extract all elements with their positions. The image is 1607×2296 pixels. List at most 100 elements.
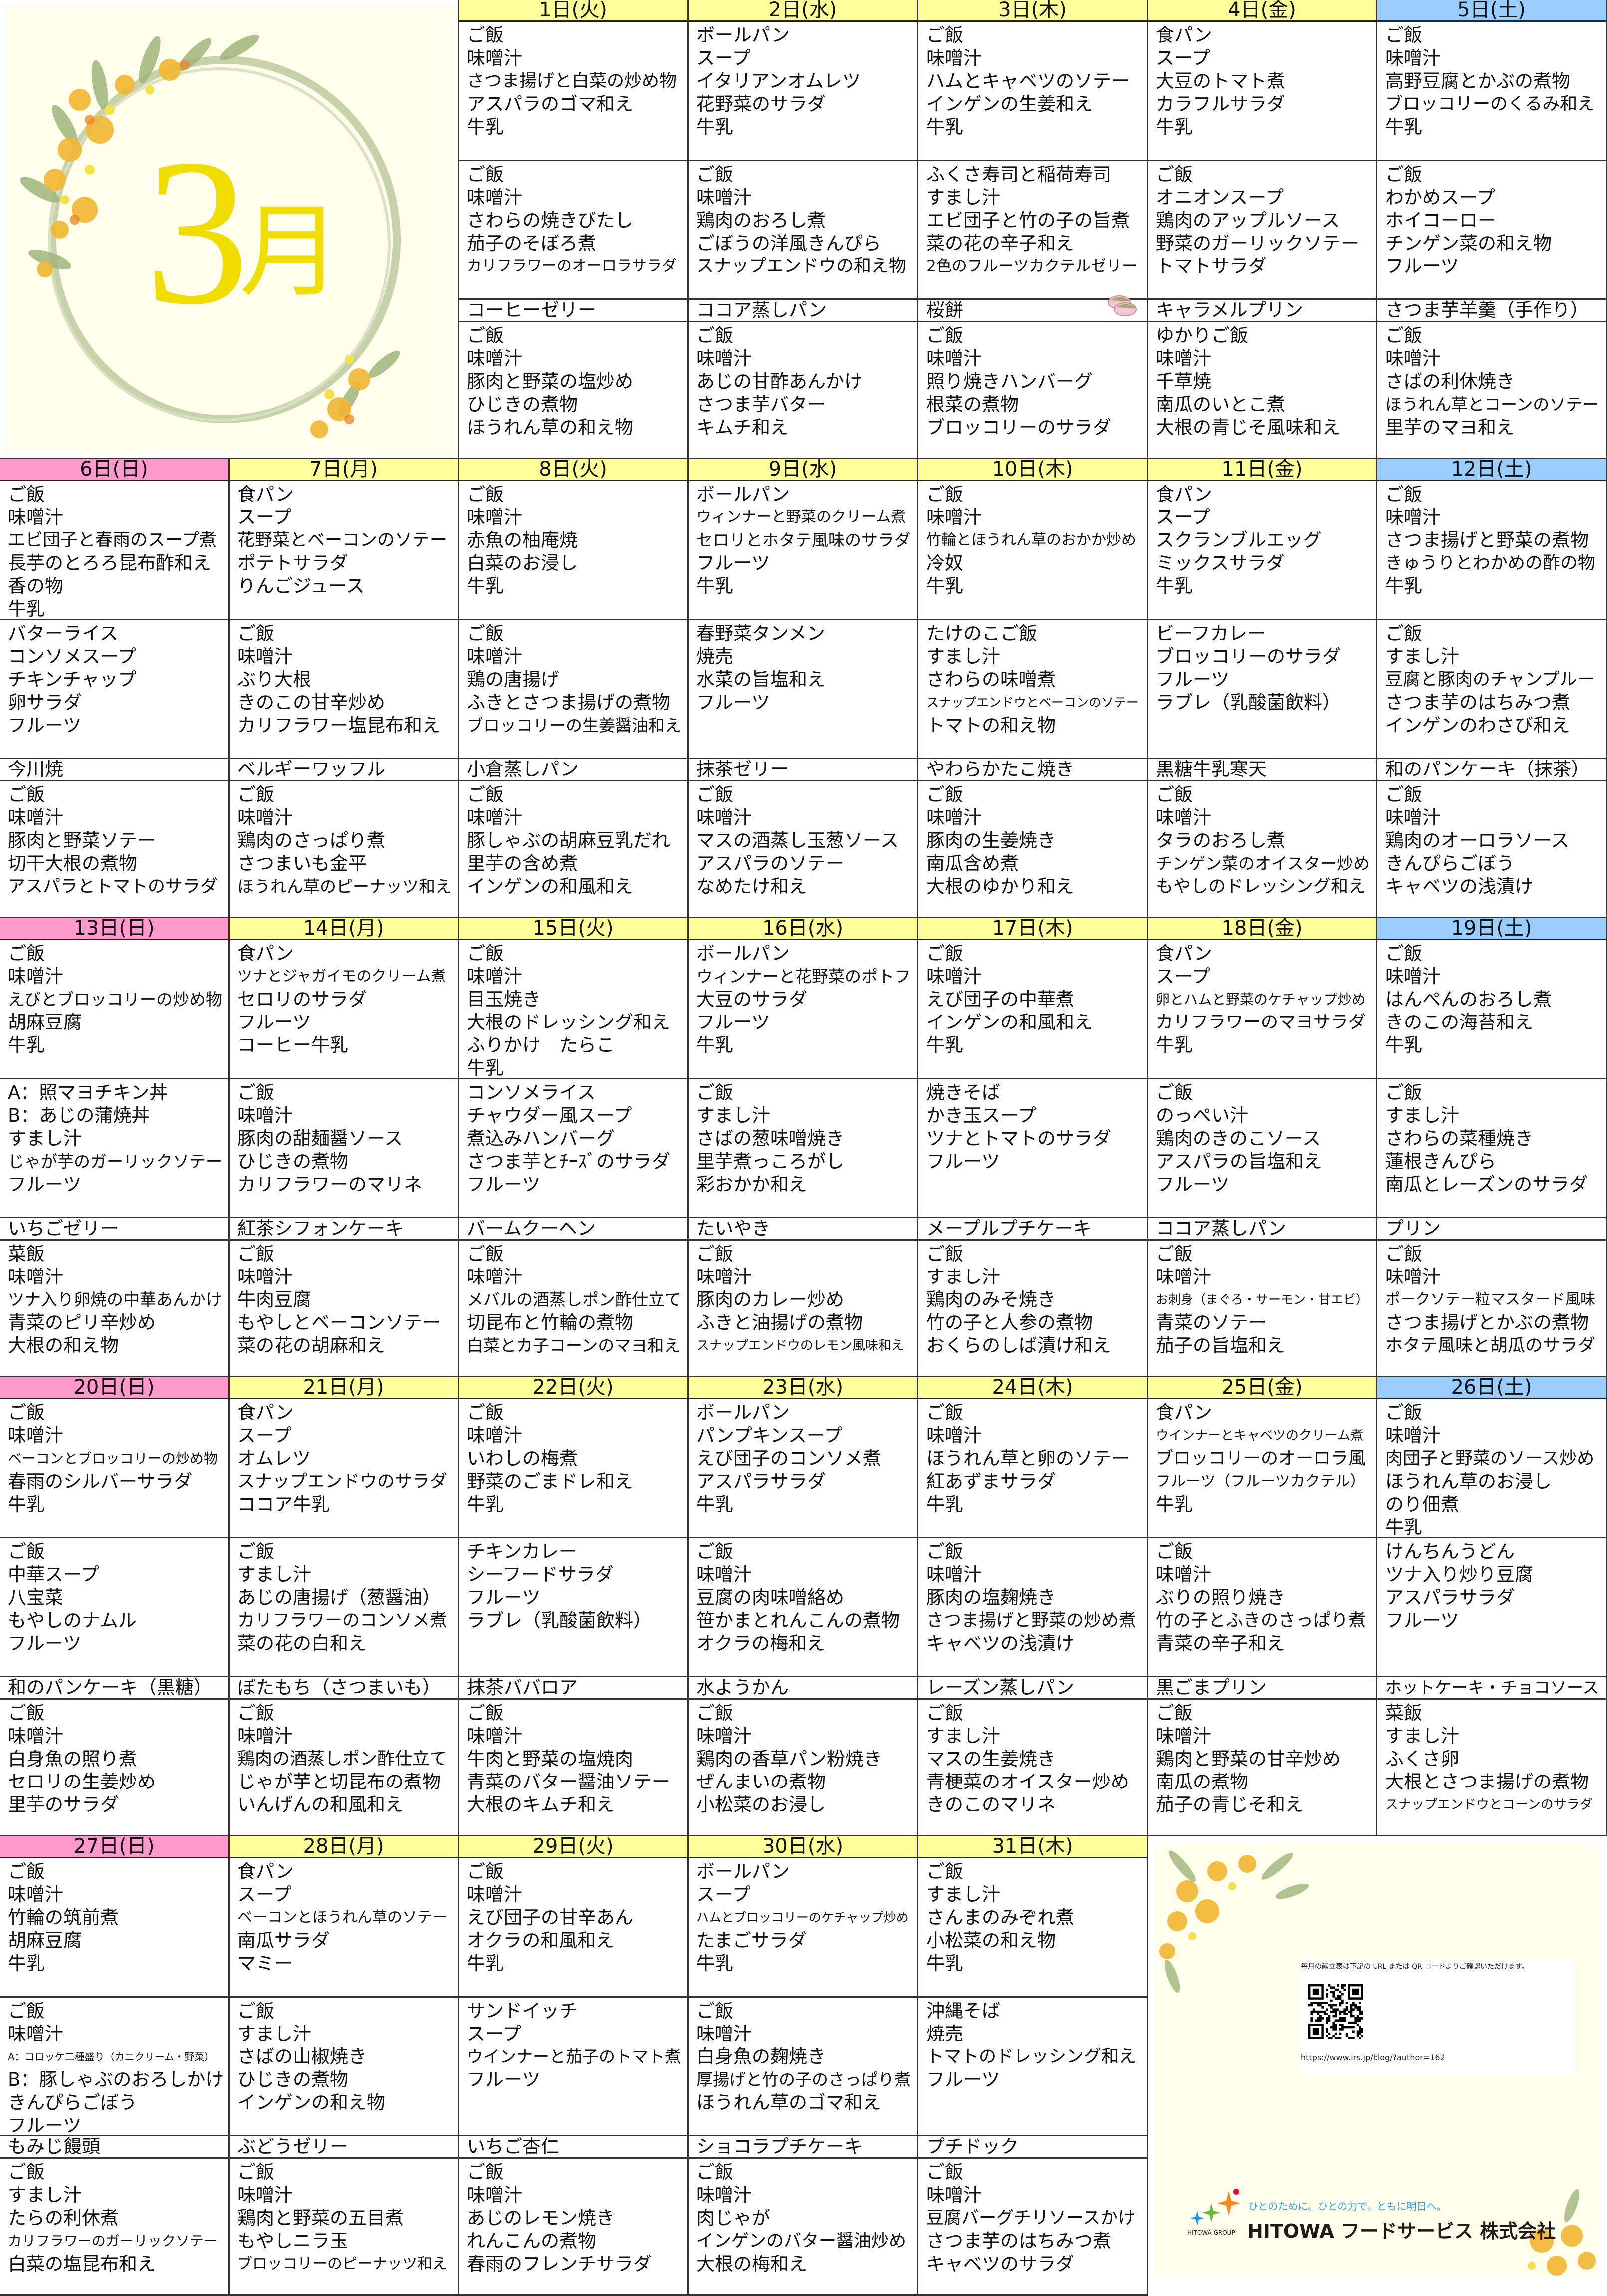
snack-item: いちご杏仁 bbox=[467, 2136, 559, 2157]
menu-item: 菜の花の辛子和え bbox=[926, 233, 1074, 254]
menu-item: 味噌汁 bbox=[8, 1725, 63, 1747]
meal-block-3: ご飯 味噌汁 さばの利休焼き ほうれん草とコーンのソテー 里芋のマヨ和え bbox=[1377, 322, 1607, 459]
meal-block-1: ご飯 味噌汁 竹輪とほうれん草のおかか炒め 冷奴 牛乳 bbox=[918, 481, 1148, 620]
menu-item: ご飯 bbox=[467, 1702, 504, 1724]
menu-item: 食パン bbox=[237, 484, 294, 505]
meal-block-3: ご飯 味噌汁 マスの酒蒸し玉葱ソース アスパラのソテー なめたけ和え bbox=[689, 781, 918, 918]
meal-block-2: ご飯 味噌汁 ぶりの照り焼き 竹の子とふきのさっぱり煮 青菜の辛子和え bbox=[1148, 1538, 1377, 1677]
menu-item: フルーツ bbox=[237, 1012, 311, 1033]
menu-item: ほうれん草のお浸し bbox=[1385, 1471, 1552, 1492]
meal-block-2: チキンカレー シーフードサラダ フルーツ ラブレ（乳酸菌飲料） bbox=[459, 1538, 689, 1677]
menu-item: ご飯 bbox=[8, 1861, 45, 1882]
menu-item: ご飯 bbox=[237, 1082, 274, 1103]
menu-item: わかめスープ bbox=[1385, 187, 1495, 208]
menu-item: ふきと油揚げの煮物 bbox=[696, 1312, 863, 1333]
snack-cell: ココア蒸しパン bbox=[689, 300, 918, 322]
meal-block-3: ご飯 味噌汁 白身魚の照り煮 セロリの生姜炒め 里芋のサラダ bbox=[0, 1700, 230, 1836]
menu-item: ハムとブロッコリーのケチャップ炒め bbox=[696, 1910, 909, 1925]
snack-item: レーズン蒸しパン bbox=[926, 1677, 1074, 1698]
meal-block-1: ご飯 味噌汁 えびとブロッコリーの炒め物 胡麻豆腐 牛乳 bbox=[0, 940, 230, 1079]
menu-item: さつま芋のはちみつ煮 bbox=[926, 2230, 1111, 2252]
menu-item: 春野菜タンメン bbox=[696, 623, 825, 644]
day-header: 15日(火) bbox=[459, 918, 689, 940]
menu-item: 2色のフルーツカクテルゼリー bbox=[926, 257, 1138, 275]
meal-block-2: ご飯 わかめスープ ホイコーロー チンゲン菜の和え物 フルーツ bbox=[1377, 161, 1607, 300]
snack-item: ホットケーキ・チョコソース bbox=[1385, 1678, 1599, 1697]
menu-item: 青菜の辛子和え bbox=[1156, 1633, 1285, 1654]
menu-item: オクラの梅和え bbox=[696, 1633, 826, 1654]
menu-item: スープ bbox=[237, 1884, 292, 1905]
menu-item: 豆腐バーグチリソースかけ bbox=[926, 2208, 1136, 2228]
menu-item: 白身魚の照り煮 bbox=[8, 1748, 137, 1770]
menu-item: 春雨のフレンチサラダ bbox=[467, 2253, 652, 2275]
menu-item: ブロッコリーのサラダ bbox=[926, 417, 1111, 438]
menu-item: ご飯 bbox=[8, 1702, 45, 1724]
menu-item: ご飯 bbox=[237, 1243, 274, 1265]
menu-item: 鶏肉のさっぱり煮 bbox=[237, 830, 385, 851]
menu-item: チキンチャップ bbox=[8, 669, 137, 690]
menu-item: すまし汁 bbox=[237, 2023, 311, 2044]
menu-item: さつま芋バター bbox=[696, 394, 826, 415]
meal-block-3: ご飯 味噌汁 牛肉と野菜の塩焼肉 青菜のバター醤油ソテー 大根のキムチ和え bbox=[459, 1700, 689, 1836]
menu-item: 味噌汁 bbox=[8, 507, 63, 528]
menu-item: 牛乳 bbox=[467, 575, 504, 597]
menu-item: 味噌汁 bbox=[1156, 1266, 1211, 1287]
meal-block-3: 菜飯 味噌汁 ツナ入り卵焼の中華あんかけ 青菜のピリ辛炒め 大根の和え物 bbox=[0, 1241, 230, 1377]
meal-block-2: ふくさ寿司と稲荷寿司 すまし汁 エビ団子と竹の子の旨煮 菜の花の辛子和え 2色のフルーツ… bbox=[918, 161, 1148, 300]
menu-item: えび団子のコンソメ煮 bbox=[696, 1448, 881, 1469]
menu-item: 食パン bbox=[1156, 484, 1212, 505]
menu-item: さつま揚げと野菜の炒め煮 bbox=[926, 1611, 1137, 1631]
menu-item: いんげんの和風和え bbox=[237, 1794, 404, 1815]
menu-item: エビ団子と春雨のスープ煮 bbox=[8, 530, 217, 550]
menu-item: 味噌汁 bbox=[696, 348, 752, 369]
month-title-panel: 3 月 bbox=[0, 0, 459, 459]
mimosa-decoration-icon bbox=[1159, 1850, 1596, 2276]
menu-item: 青菜のソテー bbox=[1156, 1312, 1267, 1333]
snack-item: やわらかたこ焼き bbox=[926, 759, 1074, 780]
menu-item: 茄子の青じそ和え bbox=[1156, 1794, 1304, 1815]
menu-item: ボールパン bbox=[696, 1861, 790, 1882]
meal-block-2: 沖縄そば 焼売 トマトのドレッシング和え フルーツ bbox=[918, 1998, 1148, 2136]
menu-item: カリフラワーのマリネ bbox=[237, 1174, 422, 1195]
menu-item: 牛乳 bbox=[8, 1494, 45, 1515]
snack-cell: 和のパンケーキ（抹茶） bbox=[1377, 759, 1607, 781]
menu-item: 照り焼きハンバーグ bbox=[926, 371, 1093, 392]
menu-item: 味噌汁 bbox=[1385, 1425, 1441, 1446]
menu-item: A：照マヨチキン丼 bbox=[8, 1082, 168, 1103]
snack-cell: たいやき bbox=[689, 1218, 918, 1241]
meal-block-1: 食パン スープ スクランブルエッグ ミックスサラダ 牛乳 bbox=[1148, 481, 1377, 620]
menu-item: カラフルサラダ bbox=[1156, 93, 1285, 115]
menu-item: スープ bbox=[696, 47, 751, 69]
company-tagline: ひとのために。ひとの力で。ともに明日へ。 bbox=[1248, 2200, 1447, 2212]
meal-block-1: ご飯 すまし汁 さんまのみぞれ煮 小松菜の和え物 牛乳 bbox=[918, 1858, 1148, 1998]
menu-item: すまし汁 bbox=[926, 1884, 1000, 1905]
menu-url-link[interactable]: https://www.irs.jp/blog/?author=162 bbox=[1301, 2053, 1445, 2062]
day-header: 4日(金) bbox=[1148, 0, 1377, 22]
snack-item: ベルギーワッフル bbox=[237, 759, 385, 780]
meal-block-1: ご飯 味噌汁 えび団子の甘辛あん オクラの和風和え 牛乳 bbox=[459, 1858, 689, 1998]
meal-block-1: ご飯 味噌汁 はんぺんのおろし煮 きのこの海苔和え 牛乳 bbox=[1377, 940, 1607, 1079]
menu-item: トマトサラダ bbox=[1156, 255, 1267, 277]
menu-item: キャベツのサラダ bbox=[926, 2253, 1074, 2275]
menu-item: 大豆のサラダ bbox=[696, 989, 807, 1010]
meal-block-1: 食パン ツナとジャガイモのクリーム煮 セロリのサラダ フルーツ コーヒー牛乳 bbox=[230, 940, 459, 1079]
menu-item: ボールパン bbox=[696, 1402, 790, 1423]
menu-item: ご飯 bbox=[237, 1541, 274, 1562]
meal-block-1: ご飯 味噌汁 ハムとキャベツのソテー インゲンの生姜和え 牛乳 bbox=[918, 22, 1148, 161]
menu-item: 味噌汁 bbox=[926, 807, 982, 828]
menu-item: ホイコーロー bbox=[1385, 210, 1496, 231]
menu-item: ほうれん草のゴマ和え bbox=[696, 2092, 881, 2113]
meal-block-1: ボールパン スープ イタリアンオムレツ 花野菜のサラダ 牛乳 bbox=[689, 22, 918, 161]
snack-item: プチドック bbox=[926, 2136, 1019, 2157]
menu-item: オクラの和風和え bbox=[467, 1930, 615, 1951]
qr-code-icon[interactable] bbox=[1308, 1984, 1363, 2039]
menu-item: 味噌汁 bbox=[467, 187, 522, 208]
day-header: 25日(金) bbox=[1148, 1377, 1377, 1399]
menu-item: コーヒー牛乳 bbox=[237, 1034, 348, 1056]
menu-item: 青菜のバター醤油ソテー bbox=[467, 1771, 670, 1792]
menu-item: すまし汁 bbox=[8, 2184, 82, 2206]
menu-item: 南瓜サラダ bbox=[237, 1930, 330, 1951]
menu-item: ご飯 bbox=[8, 1402, 45, 1423]
menu-item: きのこの海苔和え bbox=[1385, 1012, 1533, 1033]
snack-item: もみじ饅頭 bbox=[8, 2136, 100, 2157]
